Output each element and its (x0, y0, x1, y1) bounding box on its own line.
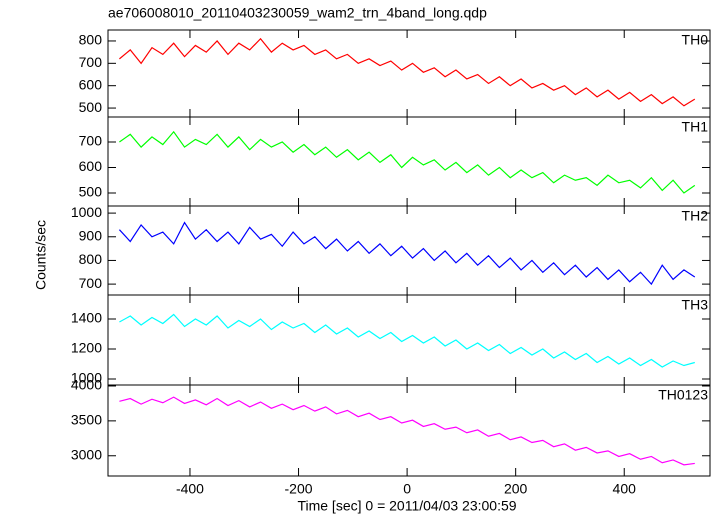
panel-frame (107, 116, 711, 207)
y-tick-label: 1400 (71, 310, 102, 326)
x-tick-label: -200 (285, 481, 313, 497)
data-line (119, 37, 696, 107)
x-tick-label: -400 (176, 481, 204, 497)
y-tick-label: 700 (79, 275, 103, 291)
y-tick-label: 3000 (71, 446, 102, 462)
y-axis-label: Counts/sec (33, 220, 49, 290)
y-tick-label: 700 (79, 54, 103, 70)
panel-label: TH0 (682, 32, 709, 48)
x-tick-label: 200 (504, 481, 528, 497)
panel-frame (107, 29, 711, 118)
y-tick-label: 700 (79, 133, 103, 149)
data-line (118, 221, 696, 286)
x-tick-label: 0 (403, 481, 411, 497)
y-tick-label: 900 (79, 227, 103, 243)
y-tick-label: 1000 (71, 370, 102, 386)
panel-label: TH0123 (658, 387, 708, 403)
y-tick-label: 1200 (71, 340, 102, 356)
panel-label: TH3 (682, 297, 709, 313)
y-tick-label: 1000 (71, 204, 102, 220)
chart-title: ae706008010_20110403230059_wam2_trn_4ban… (108, 5, 487, 21)
y-tick-label: 500 (79, 184, 103, 200)
y-tick-label: 800 (79, 32, 103, 48)
y-tick-label: 500 (79, 99, 103, 115)
y-tick-label: 600 (79, 76, 103, 92)
y-tick-label: 3500 (71, 412, 102, 428)
panel-frame (107, 294, 711, 386)
panel-label: TH2 (682, 208, 709, 224)
x-tick-label: 400 (613, 481, 637, 497)
data-line (119, 130, 696, 194)
panel-label: TH1 (682, 119, 709, 135)
y-tick-label: 600 (79, 158, 103, 174)
data-line (119, 313, 695, 368)
y-tick-label: 800 (79, 251, 103, 267)
panel-frame (107, 384, 711, 477)
x-axis-label: Time [sec] 0 = 2011/04/03 23:00:59 (297, 498, 516, 514)
panel-frame (107, 205, 711, 296)
y-tick-label: 4000 (71, 377, 102, 393)
data-line (119, 396, 695, 466)
